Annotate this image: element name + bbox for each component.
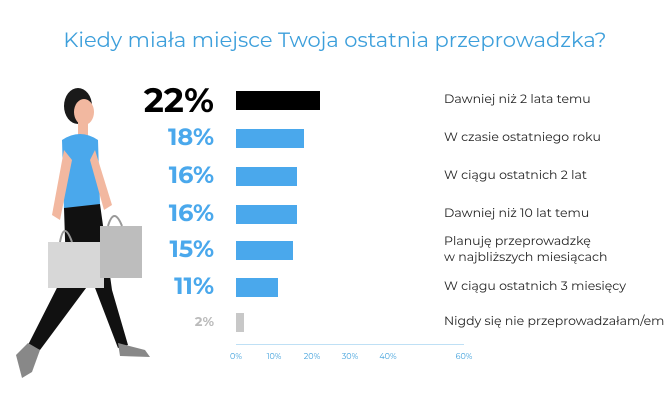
x-tick-label: 30% bbox=[341, 352, 359, 362]
bar bbox=[236, 312, 244, 332]
x-tick-label: 0% bbox=[230, 352, 242, 362]
bar bbox=[236, 90, 320, 110]
value-label: 2% bbox=[194, 313, 214, 330]
category-label: Planuję przeprowadzkę w najbliższych mie… bbox=[444, 234, 608, 265]
bar bbox=[236, 240, 293, 260]
bar bbox=[236, 277, 278, 297]
x-tick-label: 40% bbox=[379, 352, 397, 362]
x-tick-label: 20% bbox=[303, 352, 321, 362]
value-label: 22% bbox=[143, 79, 214, 121]
category-label: Dawniej niż 10 lat temu bbox=[444, 206, 590, 221]
bar bbox=[236, 166, 297, 186]
category-label: W czasie ostatniego roku bbox=[444, 130, 601, 145]
x-tick-label: 10% bbox=[266, 352, 282, 362]
value-label: 11% bbox=[174, 272, 214, 301]
value-label: 18% bbox=[167, 123, 214, 152]
chart-title: Kiedy miała miejsce Twoja ostatnia przep… bbox=[63, 28, 607, 53]
value-label: 15% bbox=[169, 235, 215, 264]
category-label: W ciągu ostatnich 2 lat bbox=[444, 168, 587, 183]
bar bbox=[236, 204, 297, 224]
x-tick-label: 60% bbox=[455, 352, 473, 362]
bar bbox=[236, 128, 305, 148]
category-label: Dawniej niż 2 lata temu bbox=[444, 92, 591, 107]
value-label: 16% bbox=[168, 161, 214, 190]
category-label: W ciągu ostatnich 3 miesięcy bbox=[444, 279, 627, 294]
illustration bbox=[16, 88, 150, 378]
category-label: Nigdy się nie przeprowadzałam/em bbox=[444, 314, 665, 329]
value-label: 16% bbox=[168, 199, 214, 228]
axis-line bbox=[236, 344, 464, 345]
